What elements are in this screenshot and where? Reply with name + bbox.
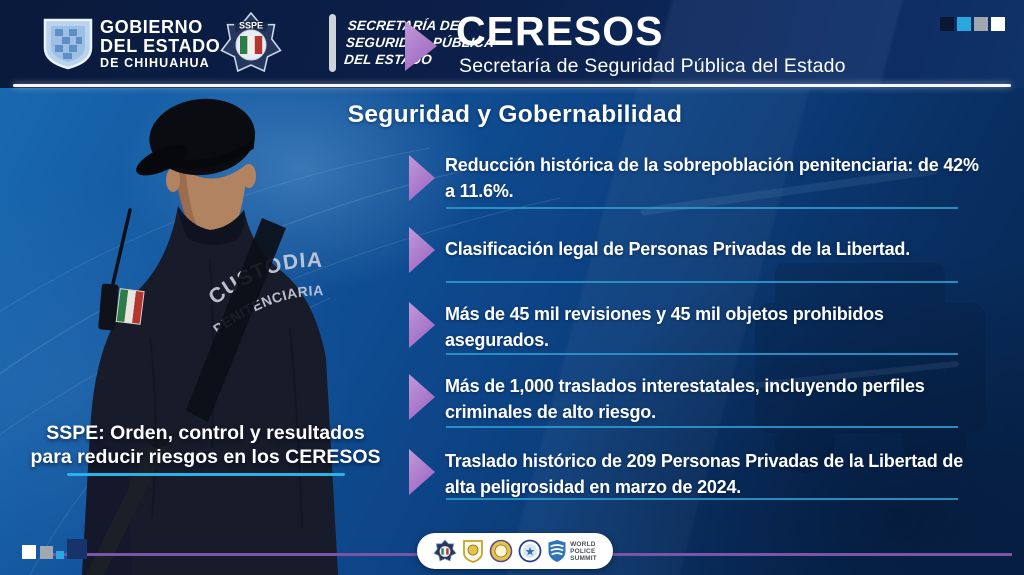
wps-wordmark: WORLD POLICE SUMMIT (570, 541, 597, 562)
sspe-badge-label: SSPE (239, 21, 263, 31)
bullet-underline (446, 426, 958, 428)
bullet-text: Traslado histórico de 209 Personas Priva… (445, 451, 964, 497)
header: GOBIERNO DEL ESTADO DE CHIHUAHUA SSPE SE… (0, 0, 1024, 88)
page-title: CERESOS (456, 8, 664, 54)
bullet-underline (446, 281, 958, 283)
bullet-underline (446, 353, 958, 355)
mexico-flag-patch-icon (115, 288, 145, 325)
wps-word-2: POLICE (570, 547, 596, 555)
decor-square-gray (974, 17, 988, 31)
svg-text:★: ★ (525, 545, 536, 559)
star-accreditation-seal-icon: ★ (518, 539, 542, 563)
bullet-underline (446, 498, 958, 500)
officer-photo: CUSTODIA PENITENCIARIA (82, 98, 338, 575)
chihuahua-shield-icon (43, 18, 93, 70)
bullet-text: Reducción histórica de la sobrepoblación… (445, 155, 979, 201)
bullet-text: Más de 45 mil revisiones y 45 mil objeto… (445, 304, 884, 350)
content-heading: Seguridad y Gobernabilidad (347, 101, 683, 128)
decor-squares-top (940, 17, 1005, 31)
gov-name-line3: DE CHIHUAHUA (100, 56, 210, 70)
caption-underline (66, 473, 345, 476)
decor-square-white (991, 17, 1005, 31)
wps-logo: WORLD POLICE SUMMIT (547, 539, 597, 563)
photo-caption: SSPE: Orden, control y resultados para r… (18, 421, 393, 476)
caption-line-1: SSPE: Orden, control y resultados (46, 422, 365, 444)
page-subtitle: Secretaría de Seguridad Pública del Esta… (459, 55, 846, 77)
header-separator-line (13, 84, 1011, 87)
radio-icon (98, 283, 119, 331)
bullet-underline (446, 207, 958, 209)
wps-word-1: WORLD (570, 540, 596, 548)
decor-square-white (22, 545, 36, 559)
decor-square-cyan (957, 17, 971, 31)
decor-square-navy (67, 539, 87, 559)
wps-word-3: SUMMIT (570, 554, 597, 562)
radio-antenna-icon (110, 208, 132, 290)
background-decor (0, 147, 985, 575)
wps-shield-icon (548, 540, 566, 562)
calea-gold-shield-icon (463, 540, 483, 563)
decor-square-cyan (56, 551, 64, 559)
gov-name-line2: DEL ESTADO (100, 36, 221, 56)
gov-name-line1: GOBIERNO (100, 17, 203, 37)
bullet-text: Más de 1,000 traslados interestatales, i… (445, 376, 925, 422)
bullet-text: Clasificación legal de Personas Privadas… (445, 239, 910, 259)
decor-square-navy (940, 17, 954, 31)
footer-logos-pill: ★ WORLD POLICE SUMMIT (417, 533, 613, 569)
sspe-mini-badge-icon (433, 539, 457, 562)
caption-line-2: para reducir riesgos en los CERESOS (30, 446, 381, 468)
decor-square-gray (40, 546, 53, 559)
sspe-badge-icon: SSPE (220, 12, 282, 73)
shoulder-strap (186, 218, 286, 422)
gov-name: GOBIERNO DEL ESTADO DE CHIHUAHUA (100, 18, 220, 71)
divider-bar (329, 14, 336, 72)
calea-gold-seal-icon (489, 539, 513, 563)
